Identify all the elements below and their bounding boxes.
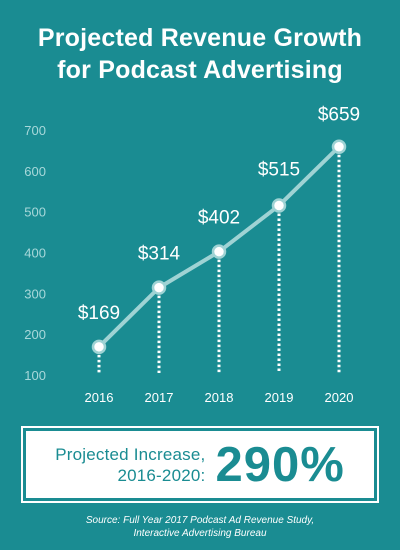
callout-label-line-2: 2016-2020: — [117, 465, 206, 485]
y-tick-label: 400 — [24, 246, 46, 261]
y-tick-label: 100 — [24, 368, 46, 383]
data-label: $659 — [318, 105, 360, 126]
x-tick-label: 2019 — [265, 390, 294, 405]
y-tick-label: 600 — [24, 164, 46, 179]
data-point — [271, 198, 287, 213]
title-line-2: for Podcast Advertising — [57, 56, 343, 84]
y-tick-label: 500 — [24, 205, 46, 220]
x-tick-label: 2018 — [205, 390, 234, 405]
y-tick-label: 300 — [24, 286, 46, 301]
data-label: $169 — [78, 303, 120, 324]
data-point — [211, 244, 227, 259]
data-point — [151, 280, 167, 295]
data-label: $314 — [138, 244, 181, 265]
data-point — [331, 139, 347, 154]
callout-label-line-1: Projected Increase, — [55, 444, 206, 464]
callout-label: Projected Increase, 2016-2020: — [55, 444, 205, 486]
callout-percentage: 290% — [215, 437, 345, 492]
y-tick-label: 700 — [24, 123, 46, 138]
y-tick-label: 200 — [24, 327, 46, 342]
x-tick-label: 2016 — [85, 390, 114, 405]
x-tick-label: 2017 — [145, 390, 174, 405]
data-point — [91, 339, 107, 355]
source-note: Source: Full Year 2017 Podcast Ad Revenu… — [0, 514, 400, 540]
data-label: $402 — [198, 208, 240, 229]
callout-box: Projected Increase, 2016-2020: 290% — [26, 431, 374, 498]
chart-title: Projected Revenue Growth for Podcast Adv… — [0, 22, 400, 86]
revenue-line-chart: 100 200 300 400 500 600 700 $169 $314 $402 $515 $65… — [24, 105, 360, 405]
data-label: $515 — [258, 160, 300, 181]
title-line-1: Projected Revenue Growth — [37, 24, 363, 52]
source-line-2: Interactive Advertising Bureau — [133, 528, 267, 539]
source-line-1: Source: Full Year 2017 Podcast Ad Revenu… — [85, 515, 315, 526]
projected-increase-callout: Projected Increase, 2016-2020: 290% — [21, 426, 379, 503]
x-tick-label: 2020 — [325, 390, 354, 405]
